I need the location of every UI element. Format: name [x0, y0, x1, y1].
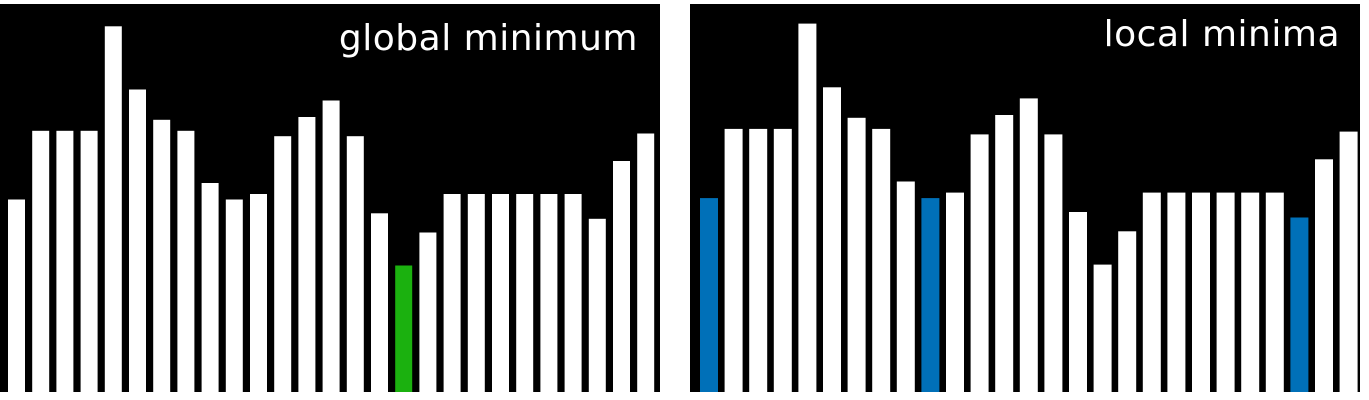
- global-bar-4: [80, 130, 98, 392]
- global-bar-27: [637, 133, 655, 392]
- global-bar-8: [177, 130, 195, 392]
- global-bar-2: [32, 130, 50, 392]
- local-bar-27: [1339, 131, 1358, 392]
- global-bar-26: [613, 161, 630, 392]
- global-bar-19: [443, 194, 461, 392]
- local-bar-4: [773, 128, 792, 392]
- local-bar-17: [1093, 264, 1112, 392]
- local-bar-20: [1167, 192, 1186, 392]
- global-bar-11: [250, 194, 267, 392]
- global-bar-16: [371, 213, 388, 392]
- global-minimum-title: global minimum: [338, 18, 638, 59]
- global-bar-25: [588, 218, 606, 392]
- local-bar-14: [1019, 98, 1038, 392]
- local-bar-5: [798, 23, 817, 392]
- local-bar-23: [1241, 192, 1260, 392]
- global-minimum-chart: global minimum: [0, 4, 660, 392]
- global-bar-15: [346, 136, 364, 392]
- global-bar-3: [56, 130, 74, 392]
- local-bar-25-highlighted: [1290, 217, 1309, 392]
- local-bar-24: [1265, 192, 1284, 392]
- local-minima-bars: [700, 23, 1358, 392]
- global-bar-6: [129, 89, 146, 392]
- global-bar-21: [492, 194, 509, 392]
- local-bar-18: [1118, 231, 1137, 392]
- local-bar-3: [749, 128, 768, 392]
- local-bar-13: [995, 115, 1014, 392]
- global-minimum-bars: [8, 26, 655, 392]
- global-bar-24: [564, 194, 582, 392]
- global-bar-22: [516, 194, 534, 392]
- global-bar-12: [274, 136, 292, 392]
- local-minima-chart: local minima: [690, 4, 1360, 392]
- local-bar-6: [823, 87, 841, 392]
- global-bar-20: [467, 194, 485, 392]
- local-bar-10-highlighted: [921, 198, 940, 392]
- local-bar-7: [847, 117, 866, 392]
- global-bar-5: [104, 26, 122, 392]
- global-bar-17-highlighted: [395, 265, 413, 392]
- global-bar-10: [225, 199, 243, 392]
- local-bar-11: [946, 192, 964, 392]
- global-bar-18: [419, 232, 437, 392]
- local-bar-15: [1044, 134, 1063, 392]
- local-bar-12: [970, 134, 989, 392]
- local-bar-9: [896, 181, 915, 392]
- local-bar-21: [1192, 192, 1210, 392]
- global-bar-14: [322, 100, 340, 392]
- local-minima-title: local minima: [1103, 14, 1340, 55]
- local-bar-26: [1315, 159, 1333, 392]
- global-bar-23: [540, 194, 558, 392]
- global-bar-7: [153, 119, 171, 392]
- local-bar-22: [1216, 192, 1235, 392]
- local-bar-16: [1069, 212, 1087, 392]
- global-bar-9: [201, 183, 219, 392]
- global-bar-1: [8, 199, 25, 392]
- local-bar-2: [724, 128, 743, 392]
- global-bar-13: [298, 117, 316, 392]
- local-bar-1-highlighted: [700, 198, 718, 392]
- local-bar-8: [872, 128, 891, 392]
- local-bar-19: [1142, 192, 1161, 392]
